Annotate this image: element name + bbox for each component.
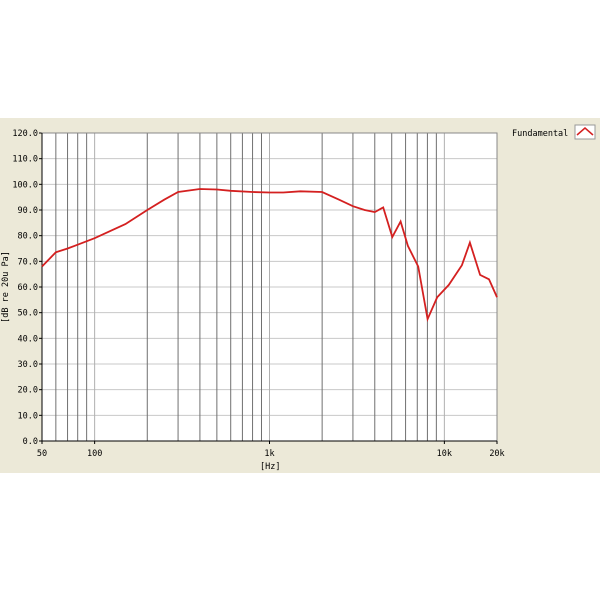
- y-tick-label: 60.0: [18, 283, 38, 293]
- x-axis-label: [Hz]: [260, 462, 280, 472]
- y-tick-label: 0.0: [23, 437, 38, 447]
- y-tick-label: 70.0: [18, 257, 38, 267]
- x-tick-label: 20k: [489, 449, 504, 459]
- legend-label-fundamental: Fundamental: [512, 129, 568, 139]
- legend: Fundamental: [512, 124, 596, 140]
- y-tick-label: 80.0: [18, 232, 38, 242]
- x-tick-label: 50: [37, 449, 47, 459]
- y-tick-label: 110.0: [12, 155, 38, 165]
- y-tick-label: 100.0: [12, 180, 38, 190]
- y-tick-label: 40.0: [18, 334, 38, 344]
- y-tick-label: 20.0: [18, 386, 38, 396]
- legend-swatch: [574, 124, 596, 140]
- x-tick-label: 100: [87, 449, 102, 459]
- legend-line-icon: [576, 127, 594, 136]
- y-tick-label: 90.0: [18, 206, 38, 216]
- y-tick-label: 50.0: [18, 309, 38, 319]
- y-axis-label: [dB re 20u Pa]: [1, 251, 11, 323]
- x-tick-label: 10k: [437, 449, 452, 459]
- series-line-fundamental: [41, 188, 498, 323]
- y-tick-label: 10.0: [18, 411, 38, 421]
- y-tick-label: 120.0: [12, 129, 38, 139]
- x-tick-label: 1k: [264, 449, 274, 459]
- y-tick-label: 30.0: [18, 360, 38, 370]
